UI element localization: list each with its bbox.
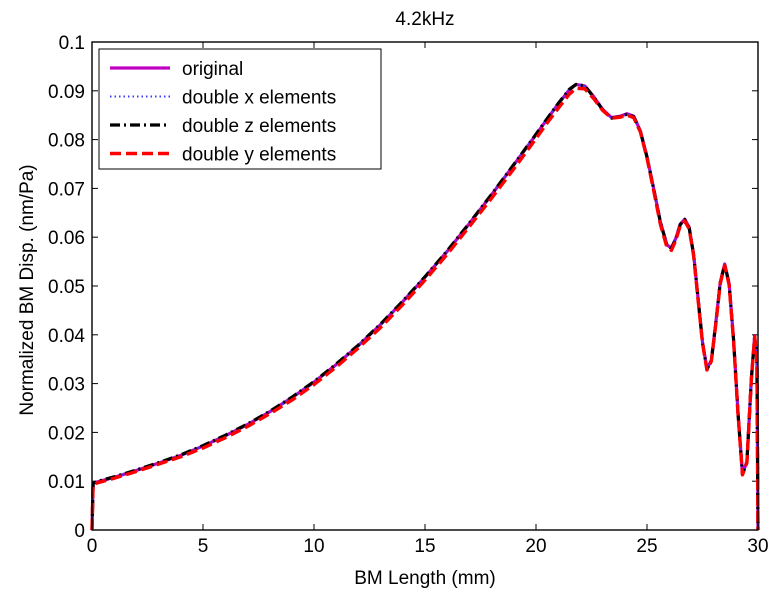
plot-frame	[91, 41, 759, 531]
x-tick-label: 30	[747, 536, 768, 557]
x-tick-label: 10	[303, 536, 324, 557]
y-tick-label: 0.1	[59, 33, 85, 54]
y-tick-label: 0.06	[48, 228, 85, 249]
y-tick-label: 0.02	[48, 423, 85, 444]
x-tick-label: 20	[525, 536, 546, 557]
y-tick-label: 0.04	[48, 326, 85, 347]
x-tick-label: 15	[414, 536, 435, 557]
legend: original double x elements double z elemen…	[98, 48, 382, 170]
legend-label-4: double y elements	[182, 145, 336, 166]
chart-title: 4.2kHz	[395, 9, 454, 30]
legend-items: original double x elements double z elemen…	[110, 59, 336, 166]
legend-label-1: original	[182, 59, 243, 80]
legend-label-2: double x elements	[182, 88, 336, 109]
y-tick-label: 0.09	[48, 82, 85, 103]
y-tick-label: 0.05	[48, 277, 85, 298]
y-tick-label: 0	[74, 521, 85, 542]
x-tick-label: 25	[636, 536, 657, 557]
legend-label-3: double z elements	[182, 116, 336, 137]
y-tick-label: 0.03	[48, 375, 85, 396]
x-tick-label: 5	[198, 536, 209, 557]
axis-ticks: 0 5 10 15 20 25 30 0 0.01 0.02 0.03 0.04 0.05 0.06 0.0…	[48, 33, 769, 557]
x-axis-label: BM Length (mm)	[354, 568, 495, 589]
y-axis-label: Normalized BM Disp. (nm/Pa)	[17, 164, 38, 415]
y-tick-label: 0.08	[48, 131, 85, 152]
series-layer	[90, 82, 760, 531]
series-line-4	[90, 86, 760, 531]
x-tick-label: 0	[87, 536, 98, 557]
y-tick-label: 0.07	[48, 179, 85, 200]
y-tick-label: 0.01	[48, 472, 85, 493]
